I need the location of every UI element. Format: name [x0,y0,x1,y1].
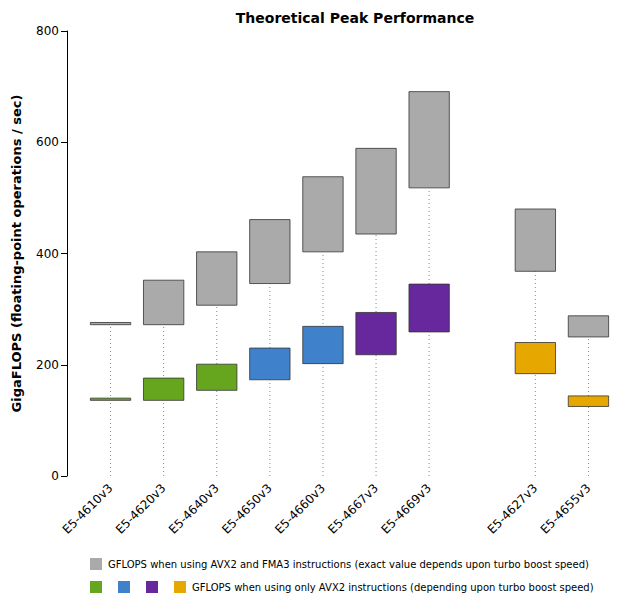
svg-text:E5-4667v3: E5-4667v3 [325,481,381,537]
svg-text:200: 200 [36,358,59,372]
svg-text:GigaFLOPS (floating-point oper: GigaFLOPS (floating-point operations / s… [9,95,24,413]
svg-text:GFLOPS when using only AVX2 in: GFLOPS when using only AVX2 instructions… [192,582,594,593]
svg-text:GFLOPS when using AVX2 and FMA: GFLOPS when using AVX2 and FMA3 instruct… [108,559,589,570]
svg-text:E5-4627v3: E5-4627v3 [485,481,541,537]
svg-text:E5-4660v3: E5-4660v3 [272,481,328,537]
svg-text:E5-4669v3: E5-4669v3 [378,481,434,537]
svg-text:E5-4620v3: E5-4620v3 [113,481,169,537]
svg-text:E5-4655v3: E5-4655v3 [538,481,594,537]
svg-text:E5-4640v3: E5-4640v3 [166,481,222,537]
svg-text:600: 600 [36,135,59,149]
svg-text:Theoretical Peak Performance: Theoretical Peak Performance [236,10,474,26]
svg-text:0: 0 [51,469,59,483]
svg-text:E5-4610v3: E5-4610v3 [60,481,116,537]
svg-text:800: 800 [36,24,59,38]
svg-text:E5-4650v3: E5-4650v3 [219,481,275,537]
svg-text:400: 400 [36,247,59,261]
